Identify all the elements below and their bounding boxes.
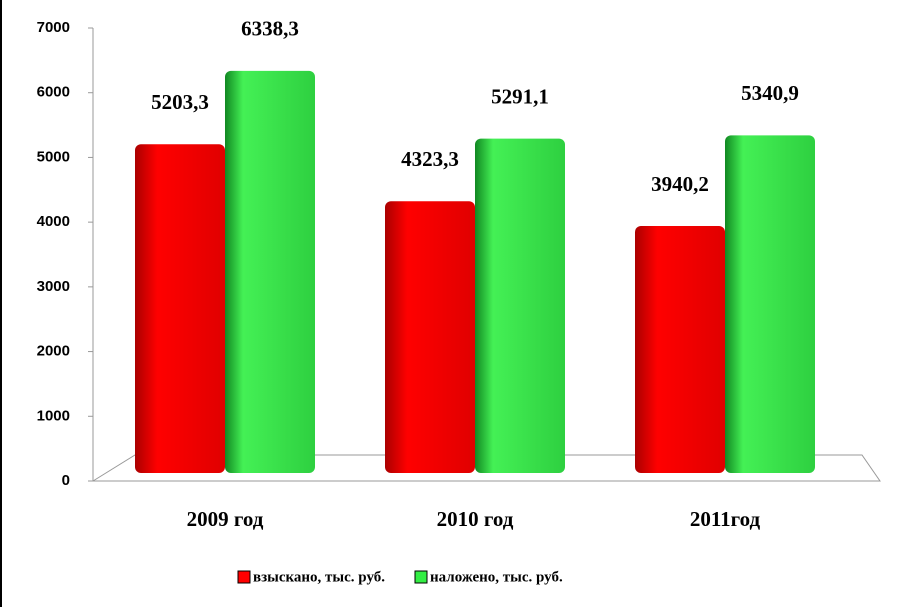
x-tick-label: 2011год: [690, 507, 761, 531]
y-tick-label: 4000: [37, 213, 70, 230]
value-label: 5291,1: [491, 84, 549, 108]
legend-label: наложено, тыс. руб.: [430, 569, 563, 585]
x-tick-label: 2010 год: [437, 507, 514, 531]
value-label: 5340,9: [741, 81, 799, 105]
bar: [385, 201, 475, 473]
y-tick-label: 0: [62, 472, 70, 489]
bar: [475, 138, 565, 473]
value-label: 6338,3: [241, 17, 299, 41]
x-tick-label: 2009 год: [187, 507, 264, 531]
value-label: 4323,3: [401, 147, 459, 171]
value-label: 5203,3: [151, 90, 209, 114]
y-tick-label: 7000: [37, 19, 70, 36]
legend-marker: [237, 570, 251, 584]
legend-marker: [414, 570, 428, 584]
bar: [725, 135, 815, 473]
y-tick-label: 5000: [37, 148, 70, 165]
y-tick-label: 1000: [37, 407, 70, 424]
y-tick-label: 6000: [37, 84, 70, 101]
y-tick-label: 2000: [37, 343, 70, 360]
legend-label: взыскано, тыс. руб.: [253, 569, 385, 585]
value-label: 3940,2: [651, 172, 709, 196]
y-tick-label: 3000: [37, 278, 70, 295]
bar: [135, 144, 225, 473]
bar: [635, 226, 725, 473]
bar: [225, 70, 315, 473]
